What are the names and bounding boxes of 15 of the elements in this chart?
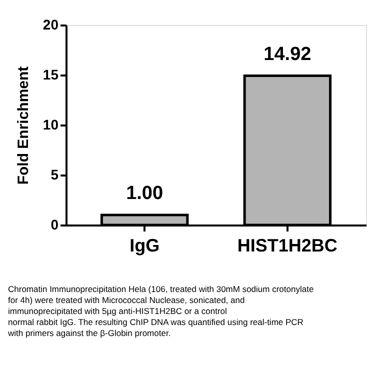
x-tick-label: HIST1H2BC [237, 236, 338, 256]
y-tick-label: 10 [42, 116, 59, 132]
data-label: 1.00 [126, 183, 164, 204]
y-tick-label: 20 [42, 16, 59, 32]
text: for 4h) were treated with Micrococcal Nuclease, sonicated, and [8, 295, 245, 305]
x-tick-label: IgG [130, 236, 160, 256]
y-tick-label: 5 [50, 166, 59, 182]
text: normal rabbit IgG. The resulting ChIP DNA was quantified using real-time PCR [8, 317, 304, 327]
y-tick-label: 0 [50, 216, 59, 232]
text: immunoprecipitated with 5µg anti-HIST1H2BC or a control [8, 306, 228, 316]
data-label: 14.92 [264, 44, 312, 65]
y-tick-label: 15 [42, 66, 59, 82]
text: with primers against the β-Globin promoter. [7, 328, 171, 338]
y-axis-title: Fold Enrichment [14, 66, 32, 185]
text: Chromatin Immunoprecipitation Hela (106, treated with 30mM sodium crotonylate [8, 284, 314, 294]
